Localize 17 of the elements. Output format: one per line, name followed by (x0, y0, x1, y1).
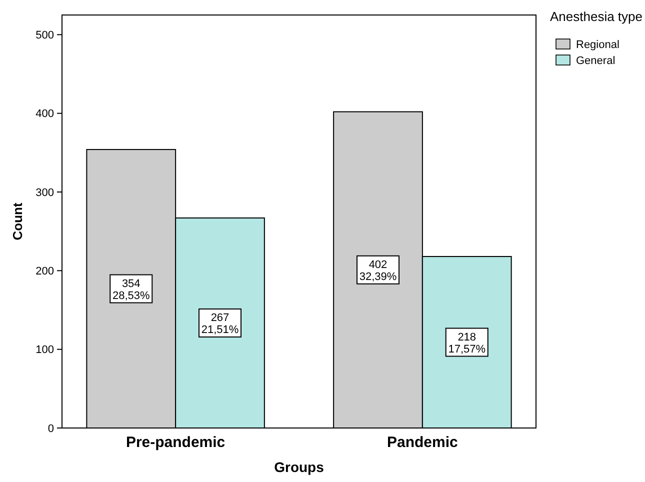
data-label: 267 21,51% (201, 312, 239, 336)
x-tick-label: Pandemic (387, 434, 458, 451)
data-label: 402 32,39% (359, 258, 397, 283)
data-label: 218 17,57% (448, 331, 486, 356)
x-tick-label: Pre-pandemic (126, 434, 226, 451)
legend-title: Anesthesia type (550, 9, 643, 24)
legend-label: General (576, 55, 616, 67)
x-axis-title: Groups (274, 459, 324, 475)
y-tick-label: 500 (36, 30, 54, 42)
y-axis-title: Count (10, 202, 25, 240)
y-tick-label: 200 (36, 266, 54, 278)
legend-label: Regional (576, 39, 620, 51)
y-tick-label: 300 (36, 186, 54, 199)
y-tick-label: 400 (36, 108, 54, 120)
y-tick-label: 100 (36, 344, 54, 356)
y-tick-label: 0 (48, 422, 54, 435)
data-label: 354 28,53% (112, 278, 150, 302)
